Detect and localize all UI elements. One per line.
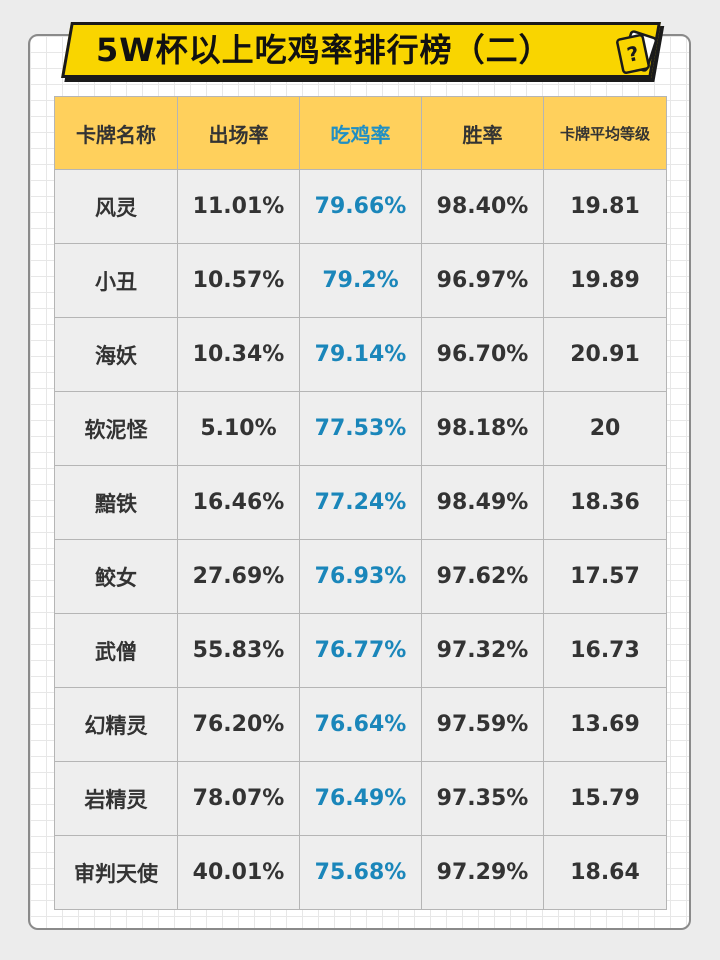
cell-first-place-rate: 79.2% [299, 243, 422, 318]
page-title: 5W杯以上吃鸡率排行榜（二） [96, 31, 552, 69]
cell-avg-level: 16.73 [543, 613, 667, 688]
table-row: 风灵 11.01% 79.66% 98.40% 19.81 [54, 169, 667, 244]
cell-win-rate: 97.62% [421, 539, 544, 614]
header-first-place-rate: 吃鸡率 [299, 96, 422, 170]
cell-appearance-rate: 76.20% [177, 687, 300, 762]
table-row: 审判天使 40.01% 75.68% 97.29% 18.64 [54, 835, 667, 910]
cell-win-rate: 98.40% [421, 169, 544, 244]
table-row: 武僧 55.83% 76.77% 97.32% 16.73 [54, 613, 667, 688]
cell-first-place-rate: 77.53% [299, 391, 422, 466]
cell-win-rate: 98.49% [421, 465, 544, 540]
cell-avg-level: 20 [543, 391, 667, 466]
cell-avg-level: 18.36 [543, 465, 667, 540]
table-row: 幻精灵 76.20% 76.64% 97.59% 13.69 [54, 687, 667, 762]
cell-appearance-rate: 16.46% [177, 465, 300, 540]
table-row: 黯铁 16.46% 77.24% 98.49% 18.36 [54, 465, 667, 540]
cell-win-rate: 97.29% [421, 835, 544, 910]
cell-card-name: 风灵 [54, 169, 178, 244]
cell-win-rate: 96.70% [421, 317, 544, 392]
cell-first-place-rate: 75.68% [299, 835, 422, 910]
header-card-name: 卡牌名称 [54, 96, 178, 170]
cell-avg-level: 19.89 [543, 243, 667, 318]
cell-appearance-rate: 10.34% [177, 317, 300, 392]
cell-avg-level: 13.69 [543, 687, 667, 762]
cell-first-place-rate: 76.93% [299, 539, 422, 614]
ranking-table: 卡牌名称 出场率 吃鸡率 胜率 卡牌平均等级 风灵 11.01% 79.66% 98.… [54, 96, 667, 910]
cell-win-rate: 98.18% [421, 391, 544, 466]
cell-appearance-rate: 55.83% [177, 613, 300, 688]
cell-appearance-rate: 27.69% [177, 539, 300, 614]
table-row: 海妖 10.34% 79.14% 96.70% 20.91 [54, 317, 667, 392]
cell-avg-level: 17.57 [543, 539, 667, 614]
cell-appearance-rate: 5.10% [177, 391, 300, 466]
cell-card-name: 岩精灵 [54, 761, 178, 836]
cell-win-rate: 96.97% [421, 243, 544, 318]
cell-first-place-rate: 76.49% [299, 761, 422, 836]
cell-win-rate: 97.32% [421, 613, 544, 688]
table-row: 软泥怪 5.10% 77.53% 98.18% 20 [54, 391, 667, 466]
cell-first-place-rate: 79.66% [299, 169, 422, 244]
cell-first-place-rate: 76.64% [299, 687, 422, 762]
table-row: 小丑 10.57% 79.2% 96.97% 19.89 [54, 243, 667, 318]
cell-appearance-rate: 10.57% [177, 243, 300, 318]
cell-avg-level: 15.79 [543, 761, 667, 836]
cell-card-name: 幻精灵 [54, 687, 178, 762]
cell-card-name: 审判天使 [54, 835, 178, 910]
cell-appearance-rate: 78.07% [177, 761, 300, 836]
cell-card-name: 软泥怪 [54, 391, 178, 466]
svg-text:?: ? [625, 41, 641, 67]
header-avg-card-level: 卡牌平均等级 [543, 96, 667, 170]
cell-avg-level: 19.81 [543, 169, 667, 244]
table-row: 岩精灵 78.07% 76.49% 97.35% 15.79 [54, 761, 667, 836]
cell-first-place-rate: 76.77% [299, 613, 422, 688]
question-card-icon: ? [616, 30, 658, 75]
cell-card-name: 海妖 [54, 317, 178, 392]
cell-card-name: 小丑 [54, 243, 178, 318]
cell-card-name: 鲛女 [54, 539, 178, 614]
cell-win-rate: 97.35% [421, 761, 544, 836]
cell-first-place-rate: 77.24% [299, 465, 422, 540]
header-appearance-rate: 出场率 [177, 96, 300, 170]
cell-win-rate: 97.59% [421, 687, 544, 762]
cell-card-name: 武僧 [54, 613, 178, 688]
cell-avg-level: 18.64 [543, 835, 667, 910]
cell-card-name: 黯铁 [54, 465, 178, 540]
cell-avg-level: 20.91 [543, 317, 667, 392]
cell-first-place-rate: 79.14% [299, 317, 422, 392]
table-row: 鲛女 27.69% 76.93% 97.62% 17.57 [54, 539, 667, 614]
cell-appearance-rate: 11.01% [177, 169, 300, 244]
table-header-row: 卡牌名称 出场率 吃鸡率 胜率 卡牌平均等级 [54, 96, 667, 170]
cell-appearance-rate: 40.01% [177, 835, 300, 910]
header-win-rate: 胜率 [421, 96, 544, 170]
